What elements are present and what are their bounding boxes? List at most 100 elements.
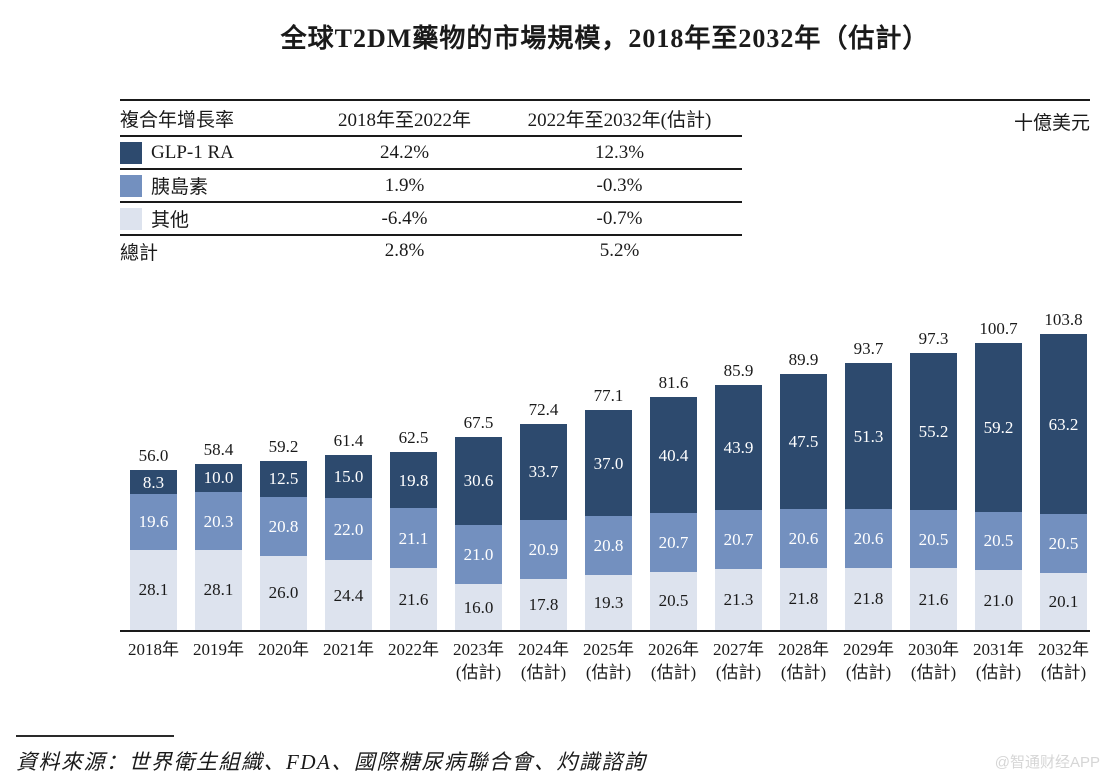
legend-label-glp1ra: GLP-1 RA	[151, 141, 234, 163]
legend-label-other: 其他	[151, 210, 190, 231]
x-axis-label-2022年: 2022年	[388, 640, 439, 659]
bar-segment-其他: 16.0	[455, 584, 502, 630]
stacked-bar: 8.3 19.6 28.1	[130, 470, 177, 630]
bar-segment-value: 40.4	[658, 445, 689, 465]
bar-segment-GLP-1 RA: 19.8	[390, 451, 437, 509]
bar-total-label: 81.6	[658, 373, 689, 393]
bar-group-2019年: 58.4 10.0 20.3 28.1	[195, 440, 242, 630]
stacked-bar: 15.0 22.0 24.4	[325, 455, 372, 630]
cagr-value: -0.3%	[596, 174, 643, 196]
bar-group-2024年: 72.4 33.7 20.9 17.8	[520, 400, 567, 630]
bar-segment-value: 20.7	[658, 532, 689, 552]
bar-segment-value: 21.6	[398, 589, 429, 609]
bar-total-label: 67.5	[463, 413, 494, 433]
bar-segment-胰島素: 20.5	[1040, 514, 1087, 573]
bar-segment-胰島素: 20.5	[975, 511, 1022, 571]
x-axis-label-2027年: 2027年 (估計)	[713, 640, 764, 682]
bar-segment-其他: 21.6	[390, 568, 437, 630]
bar-segment-value: 21.6	[918, 589, 949, 609]
stacked-bar: 59.2 20.5 21.0	[975, 343, 1022, 630]
bar-segment-value: 21.3	[723, 590, 754, 610]
cagr-value: 5.2%	[599, 240, 640, 261]
x-axis-label-2026年: 2026年 (估計)	[648, 640, 699, 682]
x-axis-line	[120, 630, 1090, 632]
bar-segment-GLP-1 RA: 47.5	[780, 373, 827, 510]
bar-total-label: 103.8	[1044, 310, 1083, 330]
x-axis-label-2021年: 2021年	[323, 640, 374, 659]
cagr-row-total: 總計 2.8% 5.2%	[120, 236, 742, 266]
bar-segment-胰島素: 20.9	[520, 519, 567, 580]
x-axis-label-2030年: 2030年 (估計)	[908, 640, 959, 682]
legend-label-insulin: 胰島素	[151, 177, 209, 198]
bar-group-2022年: 62.5 19.8 21.1 21.6	[390, 428, 437, 630]
cagr-value: -6.4%	[381, 207, 428, 229]
stacked-bar: 47.5 20.6 21.8	[780, 373, 827, 630]
bar-segment-value: 20.6	[788, 529, 819, 549]
total-row-label: 總計	[120, 242, 159, 264]
bar-group-2023年: 67.5 30.6 21.0 16.0	[455, 413, 502, 630]
bar-segment-value: 59.2	[983, 417, 1014, 437]
bar-segment-value: 20.7	[723, 530, 754, 550]
bar-segment-其他: 21.3	[715, 569, 762, 630]
bar-segment-value: 22.0	[333, 519, 364, 539]
bar-segment-胰島素: 21.0	[455, 524, 502, 585]
bar-group-2021年: 61.4 15.0 22.0 24.4	[325, 431, 372, 630]
bar-segment-胰島素: 21.1	[390, 508, 437, 569]
x-axis-labels: 2018年 2019年 2020年 2021年 2022年 2023年 (估計) 2…	[121, 639, 1096, 685]
bar-segment-GLP-1 RA: 15.0	[325, 455, 372, 498]
bar-segment-value: 20.5	[918, 529, 949, 549]
cagr-value: 24.2%	[379, 141, 430, 163]
bar-total-label: 58.4	[203, 439, 234, 459]
bar-segment-胰島素: 20.6	[845, 509, 892, 568]
stacked-bar: 51.3 20.6 21.8	[845, 362, 892, 630]
stacked-bar: 43.9 20.7 21.3	[715, 385, 762, 630]
x-axis-label-2028年: 2028年 (估計)	[778, 640, 829, 682]
bar-total-label: 62.5	[398, 427, 429, 447]
bar-segment-value: 17.8	[528, 595, 559, 615]
bar-total-label: 61.4	[333, 431, 364, 451]
cagr-header-period-2022-2032: 2022年至2032年(估計)	[527, 109, 712, 131]
bar-total-label: 100.7	[979, 319, 1018, 339]
source-divider	[16, 734, 174, 737]
bar-segment-value: 8.3	[142, 472, 165, 492]
cagr-header-period-2018-2022: 2018年至2022年	[337, 109, 471, 131]
cagr-value: 1.9%	[384, 174, 425, 196]
bar-segment-value: 43.9	[723, 438, 754, 458]
chart-title: 全球T2DM藥物的市場規模，2018年至2032年（估計）	[280, 24, 930, 53]
bar-segment-value: 21.8	[853, 589, 884, 609]
cagr-row-insulin: 胰島素 1.9% -0.3%	[120, 170, 742, 203]
legend-swatch-other	[120, 207, 142, 230]
stacked-bar: 12.5 20.8 26.0	[260, 461, 307, 630]
bar-segment-value: 20.8	[593, 535, 624, 555]
bar-segment-value: 26.0	[268, 583, 299, 603]
bar-segment-value: 20.8	[268, 516, 299, 536]
cagr-table-header-row: 複合年增長率 2018年至2022年 2022年至2032年(估計)	[120, 101, 742, 137]
bar-total-label: 72.4	[528, 399, 559, 419]
bar-total-label: 97.3	[918, 328, 949, 348]
bar-segment-GLP-1 RA: 30.6	[455, 437, 502, 525]
bar-segment-value: 20.6	[853, 529, 884, 549]
source-note: 資料來源：世界衛生組織、FDA、國際糖尿病聯合會、灼識諮詢	[16, 749, 647, 774]
bar-segment-value: 20.5	[658, 591, 689, 611]
bar-segment-value: 20.5	[983, 531, 1014, 551]
cagr-table: 複合年增長率 2018年至2022年 2022年至2032年(估計) GLP-1…	[120, 99, 1090, 266]
bar-segment-GLP-1 RA: 51.3	[845, 362, 892, 510]
bar-segment-value: 20.1	[1048, 591, 1079, 611]
bar-segment-value: 10.0	[203, 468, 234, 488]
bar-segment-胰島素: 20.6	[780, 509, 827, 568]
bar-segment-胰島素: 20.8	[585, 515, 632, 575]
cagr-value: 2.8%	[384, 240, 425, 261]
bar-segment-其他: 28.1	[130, 549, 177, 630]
bar-group-2020年: 59.2 12.5 20.8 26.0	[260, 437, 307, 630]
bar-segment-value: 21.8	[788, 589, 819, 609]
x-axis-label-2029年: 2029年 (估計)	[843, 640, 894, 682]
x-axis-label-2032年: 2032年 (估計)	[1038, 640, 1089, 682]
bar-segment-胰島素: 20.7	[650, 512, 697, 572]
x-axis-label-2031年: 2031年 (估計)	[973, 640, 1024, 682]
stacked-bar: 19.8 21.1 21.6	[390, 451, 437, 630]
bar-segment-value: 28.1	[138, 580, 169, 600]
bar-segment-其他: 21.0	[975, 570, 1022, 630]
bar-total-label: 93.7	[853, 338, 884, 358]
bar-total-label: 56.0	[138, 446, 169, 466]
bar-segment-value: 37.0	[593, 453, 624, 473]
